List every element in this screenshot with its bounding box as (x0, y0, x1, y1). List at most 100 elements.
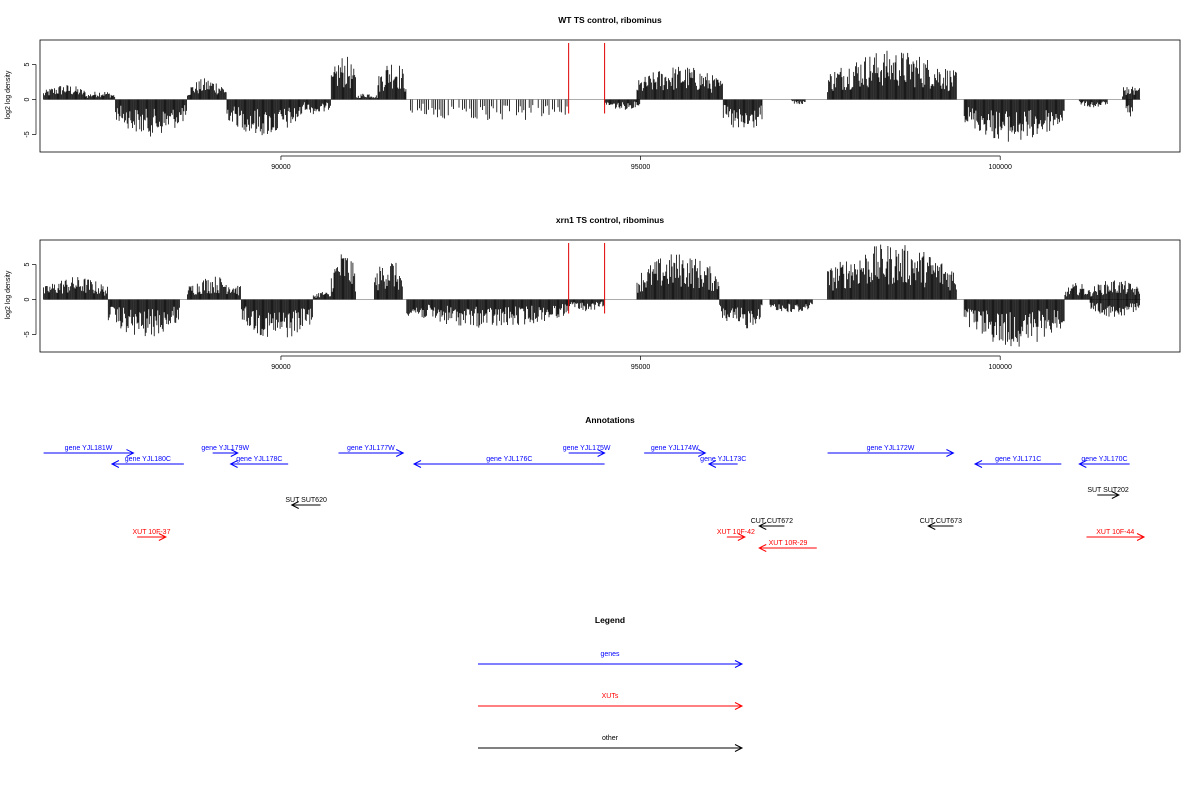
feature-arrow-icon (412, 460, 605, 468)
legend-arrow-icon (478, 744, 744, 752)
feature-label: gene YJL179W (201, 445, 249, 452)
feature-label: CUT CUT673 (920, 518, 962, 525)
annotation-feature: gene YJL180C (110, 456, 184, 468)
feature-arrow-icon (644, 449, 707, 457)
legend-label: other (602, 735, 619, 742)
legend-title: Legend (595, 615, 625, 625)
signal-region (722, 99, 763, 128)
signal-region (302, 99, 331, 115)
feature-arrow-icon (1078, 460, 1130, 468)
feature-arrow-icon (212, 449, 239, 457)
annotation-feature: gene YJL178C (229, 456, 289, 468)
legend-item: XUTs (478, 693, 744, 710)
feature-arrow-icon (827, 449, 955, 457)
y-tick-label: 5 (24, 262, 31, 266)
y-tick-label: -5 (24, 131, 31, 137)
annotations-title: Annotations (585, 415, 635, 425)
feature-arrow-icon (338, 449, 405, 457)
feature-arrow-icon (973, 460, 1062, 468)
signal-region (377, 64, 407, 100)
annotation-feature: XUT 10R-29 (758, 540, 817, 552)
signal-region (107, 299, 180, 337)
signal-region (1089, 280, 1140, 300)
feature-arrow-icon (290, 501, 321, 509)
feature-label: XUT 10F-42 (717, 529, 755, 536)
feature-arrow-icon (758, 522, 785, 530)
feature-arrow-icon (707, 460, 738, 468)
signal-region (373, 262, 403, 300)
signal-region (636, 254, 720, 300)
legend-label: genes (600, 651, 620, 658)
signal-region (115, 99, 188, 137)
legend-arrow-icon (478, 660, 744, 668)
annotation-feature: XUT 10F-37 (132, 529, 171, 541)
signal-region (330, 254, 357, 300)
feature-label: XUT 10F-44 (1096, 529, 1134, 536)
legend-item: genes (478, 651, 744, 668)
signal-region (186, 78, 227, 100)
feature-arrow-icon (110, 460, 184, 468)
annotation-feature: XUT 10F-44 (1086, 529, 1146, 541)
annotation-feature: gene YJL170C (1078, 456, 1130, 468)
feature-label: XUT 10F-37 (132, 529, 170, 536)
annotation-feature: XUT 10F-42 (717, 529, 755, 541)
annotation-feature: SUT SUT202 (1087, 487, 1129, 499)
panel-title-wt: WT TS control, ribominus (558, 15, 662, 25)
signal-region (1132, 88, 1140, 100)
annotation-feature: CUT CUT673 (920, 518, 962, 530)
x-tick-label: 95000 (631, 364, 651, 371)
signal-region (186, 276, 241, 300)
annotation-feature: gene YJL177W (338, 445, 405, 457)
signal-region (356, 93, 378, 100)
x-tick-label: 90000 (271, 164, 291, 171)
feature-label: SUT SUT620 (285, 497, 327, 504)
signal-region (1125, 99, 1133, 117)
annotation-feature: CUT CUT672 (751, 518, 793, 530)
plot-frame-wt (39, 39, 1181, 153)
plot-area-wt: -5 0 5 90000 95000 100000 (24, 43, 1141, 171)
signal-region (226, 99, 303, 136)
y-axis: -5 0 5 (24, 262, 37, 338)
legend-arrow-icon (478, 702, 744, 710)
feature-arrow-icon (229, 460, 289, 468)
feature-arrow-icon (43, 449, 135, 457)
feature-arrow-icon (1097, 491, 1120, 499)
annotation-feature: gene YJL175W (563, 445, 611, 457)
signal-region (791, 99, 806, 105)
feature-arrow-icon (726, 533, 746, 541)
annotations-panel: Annotations gene YJL181W gene YJL180C gene… (43, 415, 1146, 552)
signal-region (827, 244, 957, 300)
annotation-feature: SUT SUT620 (285, 497, 327, 509)
x-tick-label: 95000 (631, 164, 651, 171)
annotation-feature: gene YJL173C (700, 456, 746, 468)
signal-region (1064, 283, 1090, 300)
plot-area-xrn1: -5 0 5 90000 95000 100000 (24, 243, 1141, 371)
feature-label: gene YJL174W (651, 445, 699, 452)
signal-region (86, 91, 116, 100)
signal-region (827, 50, 957, 100)
signal-region (240, 299, 313, 338)
feature-label: gene YJL177W (347, 445, 395, 452)
signal-region (43, 277, 108, 300)
panel-title-xrn1: xrn1 TS control, ribominus (556, 215, 664, 225)
y-axis: -5 0 5 (24, 62, 37, 138)
x-axis: 90000 95000 100000 (271, 155, 1012, 171)
feature-label: gene YJL172W (867, 445, 915, 452)
signal-region (963, 299, 1065, 347)
y-tick-label: 0 (24, 97, 31, 101)
panel-xrn1: xrn1 TS control, ribominus log2 log dens… (5, 215, 1181, 371)
annotation-feature: gene YJL172W (827, 445, 955, 457)
annotation-feature: gene YJL179W (201, 445, 249, 457)
signal-region (769, 299, 813, 313)
feature-label: gene YJL181W (65, 445, 113, 452)
legend-label: XUTs (602, 693, 619, 700)
x-tick-label: 90000 (271, 364, 291, 371)
y-axis-label-xrn1: log2 log density (5, 270, 12, 319)
feature-label: gene YJL171C (995, 456, 1041, 463)
feature-label: gene YJL175W (563, 445, 611, 452)
feature-arrow-icon (568, 449, 606, 457)
feature-label: gene YJL173C (700, 456, 746, 463)
feature-label: gene YJL180C (125, 456, 171, 463)
signal-region (312, 292, 331, 300)
